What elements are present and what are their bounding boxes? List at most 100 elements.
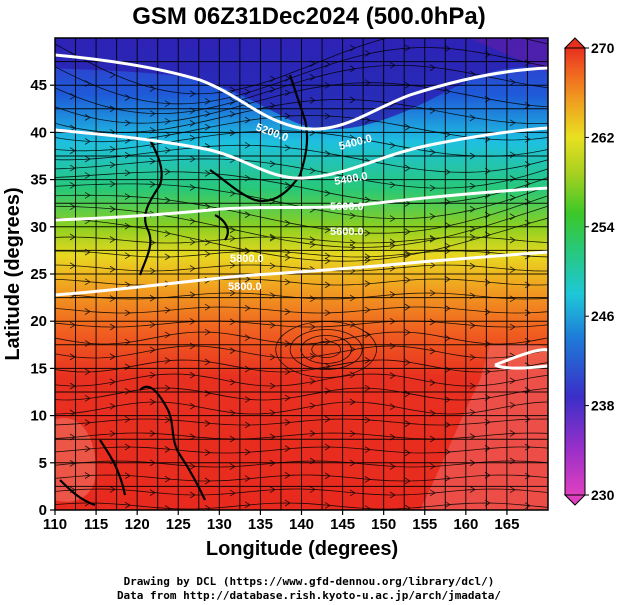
wind-arrow bbox=[469, 114, 476, 122]
wind-arrow bbox=[404, 250, 411, 258]
wind-arrow bbox=[349, 244, 356, 251]
coastlines bbox=[59, 74, 309, 507]
wind-arrow bbox=[69, 460, 76, 467]
wind-arrow bbox=[244, 211, 251, 219]
wind-arrow bbox=[124, 151, 131, 159]
wind-arrow bbox=[309, 323, 316, 331]
colorbar-ticks: 270 262 254 246 238 230 bbox=[585, 40, 615, 503]
contour-5800 bbox=[55, 250, 548, 297]
wind-arrow bbox=[364, 476, 371, 483]
wind-arrow bbox=[189, 120, 196, 127]
wind-arrow bbox=[149, 85, 156, 92]
wind-arrow bbox=[164, 505, 171, 510]
wind-arrow bbox=[324, 281, 331, 289]
wind-arrow bbox=[284, 254, 291, 261]
wind-arrow bbox=[389, 62, 396, 69]
wind-arrow bbox=[389, 491, 396, 499]
wind-arrow bbox=[389, 372, 396, 379]
x-tick-label: 150 bbox=[371, 516, 396, 533]
wind-arrow bbox=[469, 382, 476, 390]
wind-arrow bbox=[109, 236, 116, 243]
wind-arrow bbox=[69, 147, 76, 154]
wind-arrow bbox=[164, 357, 171, 364]
colorbar-tick-label: 254 bbox=[591, 219, 615, 235]
wind-arrow bbox=[284, 472, 291, 479]
wind-arrow bbox=[309, 486, 316, 493]
wind-arrow bbox=[349, 398, 356, 406]
wind-arrow bbox=[509, 266, 516, 274]
wind-arrow bbox=[229, 409, 236, 417]
wind-arrow bbox=[189, 134, 196, 142]
colorbar: 270 262 254 246 238 230 bbox=[563, 37, 615, 506]
wind-arrow bbox=[124, 169, 131, 177]
wind-arrow bbox=[244, 275, 251, 283]
colorbar-tick-label: 246 bbox=[591, 308, 615, 324]
wind-arrow bbox=[149, 346, 156, 354]
wind-arrow bbox=[389, 342, 396, 350]
wind-arrow bbox=[429, 379, 436, 386]
x-axis-title: Longitude (degrees) bbox=[206, 538, 398, 560]
wind-arrow bbox=[84, 340, 91, 347]
wind-arrow bbox=[404, 303, 411, 311]
wind-arrow bbox=[429, 289, 436, 297]
wind-arrow bbox=[164, 168, 171, 176]
wind-arrow bbox=[349, 239, 356, 247]
wind-arrow bbox=[204, 477, 211, 485]
wind-arrow bbox=[244, 304, 251, 312]
wind-arrow bbox=[404, 477, 411, 485]
wind-arrow bbox=[404, 251, 411, 259]
wind-arrow bbox=[244, 501, 251, 509]
wind-arrow bbox=[204, 358, 211, 366]
wind-arrow bbox=[84, 395, 91, 402]
wind-arrow bbox=[124, 222, 131, 230]
wind-arrow bbox=[124, 472, 131, 480]
wind-arrow bbox=[444, 168, 451, 176]
wind-arrow bbox=[69, 164, 76, 172]
wind-arrow bbox=[84, 114, 91, 121]
wind-arrow bbox=[244, 365, 251, 373]
wind-arrow bbox=[204, 303, 211, 311]
wind-arrow bbox=[189, 155, 196, 163]
wind-arrow bbox=[509, 213, 516, 221]
y-tick-label: 30 bbox=[30, 219, 47, 236]
wind-arrow bbox=[189, 291, 196, 299]
wind-arrow bbox=[84, 138, 91, 145]
wind-arrow bbox=[404, 449, 411, 457]
wind-arrow bbox=[429, 261, 436, 269]
wind-arrow bbox=[309, 295, 316, 303]
wind-arrow bbox=[324, 61, 331, 68]
wind-arrow bbox=[444, 334, 451, 342]
wind-arrow bbox=[204, 504, 211, 510]
wind-arrow bbox=[109, 378, 116, 386]
wind-arrow bbox=[84, 445, 91, 453]
wind-arrow bbox=[69, 203, 76, 211]
wind-arrow bbox=[204, 238, 211, 246]
wind-arrow bbox=[364, 280, 371, 287]
x-axis-ticks: 110 115 120 125 130 135 140 145 150 155 160 165 bbox=[43, 510, 519, 533]
wind-arrow bbox=[509, 377, 516, 385]
wind-arrow bbox=[109, 323, 116, 331]
wind-arrow bbox=[349, 96, 356, 104]
wind-arrow bbox=[364, 416, 371, 424]
wind-arrow bbox=[244, 334, 251, 342]
wind-arrow bbox=[284, 278, 291, 286]
wind-arrow bbox=[389, 142, 396, 149]
x-tick-label: 130 bbox=[207, 516, 232, 533]
wind-arrow bbox=[524, 101, 531, 109]
wind-arrow bbox=[109, 71, 116, 79]
wind-arrow bbox=[69, 124, 76, 132]
wind-arrow bbox=[284, 112, 291, 120]
wind-arrow bbox=[229, 190, 236, 197]
wind-arrow bbox=[309, 241, 316, 248]
wind-arrow bbox=[284, 445, 291, 452]
wind-arrow bbox=[309, 236, 316, 244]
wind-arrow bbox=[469, 233, 476, 241]
colorbar-tick-label: 238 bbox=[591, 398, 615, 414]
wind-arrow bbox=[204, 203, 211, 210]
wind-arrow bbox=[269, 321, 276, 329]
wind-arrow bbox=[524, 309, 531, 317]
circulation-streamline bbox=[300, 335, 352, 364]
wind-arrow bbox=[509, 295, 516, 303]
wind-arrow bbox=[229, 261, 236, 269]
wind-arrow bbox=[229, 378, 236, 386]
